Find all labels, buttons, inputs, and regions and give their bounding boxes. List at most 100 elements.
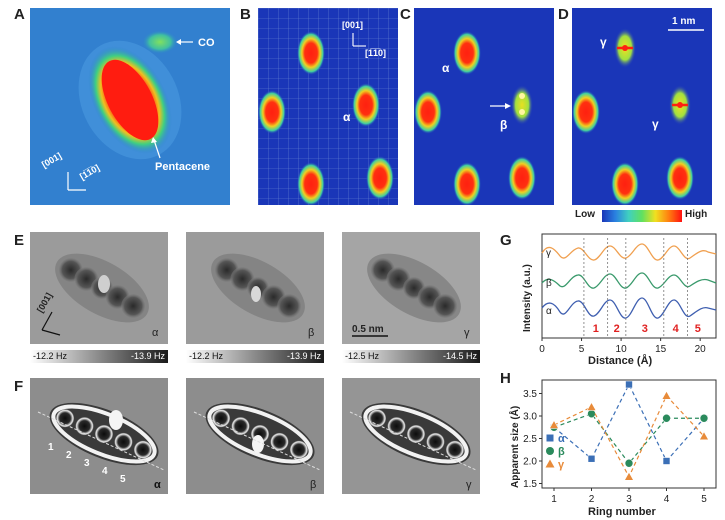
data-point-circle [699, 413, 709, 423]
panel-c-image: α β [414, 8, 554, 205]
ring-label-5: 5 [120, 474, 126, 485]
data-point-triangle [661, 390, 672, 400]
colorbar-alpha-min: -12.2 Hz [33, 351, 68, 361]
alpha-label: α [343, 110, 351, 124]
series-label-gamma: γ [546, 248, 551, 259]
data-point-circle [624, 458, 634, 468]
data-point-circle [587, 409, 596, 419]
series-line-circle [553, 413, 704, 465]
panel-letter-b: B [240, 6, 251, 23]
gamma-label-1: γ [600, 35, 607, 49]
colorbar-beta-min: -12.2 Hz [189, 351, 224, 361]
ring-label-3: 3 [642, 323, 648, 335]
y-tick-label: 3.0 [523, 412, 537, 423]
y-tick-label: 1.5 [523, 479, 537, 490]
pentacene-arrow-head [151, 137, 157, 143]
panel-f-image-gamma: γ [342, 378, 480, 494]
colorbar-gamma: -12.5 Hz -14.5 Hz [342, 350, 480, 363]
legend-label: β [558, 446, 565, 458]
panel-b-image: [001] [1̅1̅0] α [258, 8, 398, 205]
x-tick-label: 2 [589, 494, 595, 505]
data-point-triangle [623, 471, 635, 481]
colorbar-gamma-min: -12.5 Hz [345, 351, 380, 361]
x-tick-label: 0 [539, 344, 545, 355]
gamma-label-2: γ [652, 117, 659, 131]
panel-e-image-alpha: [001] α [30, 232, 168, 344]
series-gamma-line [541, 243, 717, 261]
beta-label: β [500, 118, 507, 132]
series-label-beta: β [546, 278, 552, 289]
beta-label: β [310, 479, 316, 491]
panel-letter-e: E [14, 232, 25, 249]
data-point-triangle [586, 401, 597, 411]
plot-frame [541, 233, 717, 339]
colorbar-alpha-max: -13.9 Hz [130, 351, 165, 361]
data-point-triangle [548, 419, 560, 429]
scale-label: 0.5 nm [352, 324, 384, 335]
panel-f-image-beta: β [186, 378, 324, 494]
x-tick-label: 1 [551, 494, 557, 505]
panel-letter-g: G [500, 232, 512, 249]
data-point-square [662, 457, 671, 465]
ring-label-2: 2 [66, 450, 72, 461]
ring-label-2: 2 [614, 323, 620, 335]
colorbar-alpha: -12.2 Hz -13.9 Hz [30, 350, 168, 363]
x-tick-label: 15 [655, 344, 667, 355]
x-tick-label: 10 [616, 344, 628, 355]
series-line-square [553, 383, 705, 463]
panel-h-chart: 1.5 2.0 2.5 3.0 3.5 1 2 3 4 5 αβγ Ring number Ap… [508, 379, 717, 518]
panel-e-image-gamma: 0.5 nm γ [342, 232, 480, 344]
alpha-label: α [442, 61, 450, 75]
panel-letter-c: C [400, 6, 411, 23]
colorscale-bar [602, 210, 682, 222]
ring-label-5: 5 [695, 323, 701, 335]
panel-d-image: 1 nm γ γ [572, 8, 712, 205]
panel-a-image: CO Pentacene [001] [1̅1̅0] [30, 8, 230, 205]
colorscale-high: High [685, 209, 708, 220]
data-point-circle [662, 413, 671, 423]
x-axis-label: Distance (Å) [588, 354, 653, 367]
co-arrow-head [176, 39, 181, 45]
axis-label-001: [001] [342, 20, 363, 30]
legend-label: α [558, 433, 565, 445]
x-tick-label: 5 [579, 344, 585, 355]
y-axis-label: Apparent size (Å) [508, 406, 521, 488]
panel-letter-h: H [500, 370, 511, 387]
pentacene-label: Pentacene [155, 161, 210, 173]
pentacene-arrow [153, 139, 161, 159]
gamma-label: γ [464, 327, 470, 339]
series-label-alpha: α [546, 306, 552, 317]
ring-label-1: 1 [48, 442, 54, 453]
ring-label-1: 1 [593, 323, 599, 335]
legend-marker-circle [546, 447, 554, 455]
colorbar-beta-max: -13.9 Hz [286, 351, 321, 361]
co-label: CO [198, 37, 215, 49]
panel-f-image-alpha: 1 2 3 4 5 α [30, 378, 168, 494]
data-point-triangle [698, 431, 710, 441]
axis-label-110: [1̅1̅0] [365, 48, 386, 58]
series-alpha-line [541, 297, 717, 319]
panel-letter-a: A [14, 6, 25, 23]
y-tick-label: 3.5 [523, 389, 537, 400]
scale-label: 1 nm [672, 16, 695, 27]
data-point-square [587, 454, 596, 463]
x-tick-label: 20 [695, 344, 707, 355]
ring-label-4: 4 [673, 323, 680, 335]
beta-label: β [308, 327, 314, 339]
colorbar-gamma-max: -14.5 Hz [442, 351, 477, 361]
colorscale-low: Low [575, 209, 595, 220]
ring-label-3: 3 [84, 458, 90, 469]
legend-marker-square [546, 434, 554, 442]
colorbar-beta: -12.2 Hz -13.9 Hz [186, 350, 324, 363]
y-tick-label: 2.0 [523, 457, 537, 468]
alpha-label: α [154, 479, 161, 491]
alpha-label: α [152, 327, 159, 339]
legend-label: γ [558, 459, 565, 471]
x-tick-label: 5 [701, 494, 707, 505]
ring-label-4: 4 [102, 466, 108, 477]
y-axis-label: Intensity (a.u.) [522, 264, 533, 332]
panel-e-image-beta: β [186, 232, 324, 344]
panel-g-chart: 1 2 3 4 5 0 5 10 15 20 γ β α Distance (Å) Intens… [522, 233, 717, 367]
panel-letter-f: F [14, 378, 24, 395]
panel-letter-d: D [558, 6, 569, 23]
